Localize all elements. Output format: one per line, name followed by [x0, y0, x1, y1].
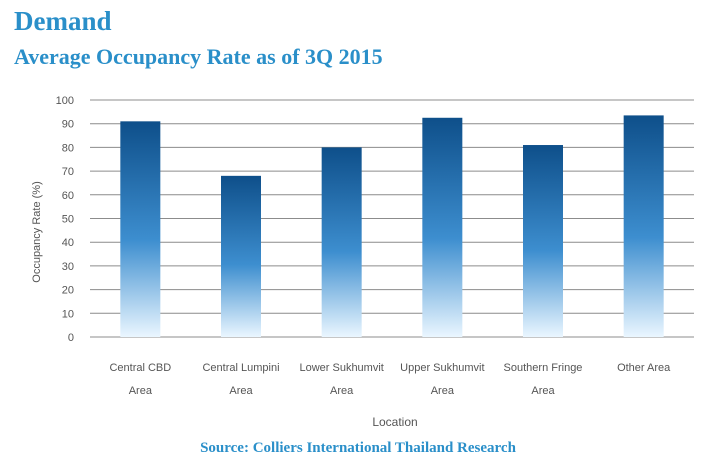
category-label: Area — [531, 385, 555, 397]
bar — [523, 145, 563, 337]
y-tick-label: 0 — [68, 332, 74, 344]
y-tick-label: 20 — [62, 285, 74, 297]
category-label: Area — [431, 385, 455, 397]
bars — [120, 115, 664, 338]
category-label: Area — [229, 385, 253, 397]
y-tick-label: 40 — [62, 237, 74, 249]
grid-lines — [90, 99, 694, 338]
category-label: Central CBD — [109, 362, 171, 374]
y-tick-label: 10 — [62, 308, 74, 320]
category-label: Area — [330, 385, 354, 397]
category-label: Southern Fringe — [504, 362, 583, 374]
y-tick-label: 90 — [62, 119, 74, 131]
bar — [120, 121, 161, 337]
page-title: Demand — [14, 6, 112, 36]
y-axis-title: Occupancy Rate (%) — [31, 181, 43, 282]
category-labels: Central CBD Area Central Lumpini Area Lower … — [109, 362, 671, 397]
y-tick-label: 30 — [62, 261, 74, 273]
y-tick-label: 50 — [62, 214, 74, 226]
source-note: Source: Colliers International Thailand … — [200, 440, 516, 456]
category-label: Lower Sukhumvit — [299, 362, 383, 374]
bar — [623, 115, 664, 337]
bar — [422, 117, 463, 338]
y-tick-label: 100 — [56, 95, 74, 107]
category-label: Other Area — [617, 362, 671, 374]
y-tick-label: 70 — [62, 166, 74, 178]
y-tick-label: 60 — [62, 190, 74, 202]
y-tick-label: 80 — [62, 142, 74, 154]
bar — [321, 147, 362, 337]
bar — [221, 175, 261, 337]
x-axis-title: Location — [372, 415, 417, 429]
y-tick-labels: 0 10 20 30 40 50 60 70 80 90 100 — [56, 95, 74, 344]
category-label: Area — [129, 385, 153, 397]
page-subtitle: Average Occupancy Rate as of 3Q 2015 — [14, 44, 383, 69]
category-label: Central Lumpini — [202, 362, 279, 374]
category-label: Upper Sukhumvit — [400, 362, 484, 374]
